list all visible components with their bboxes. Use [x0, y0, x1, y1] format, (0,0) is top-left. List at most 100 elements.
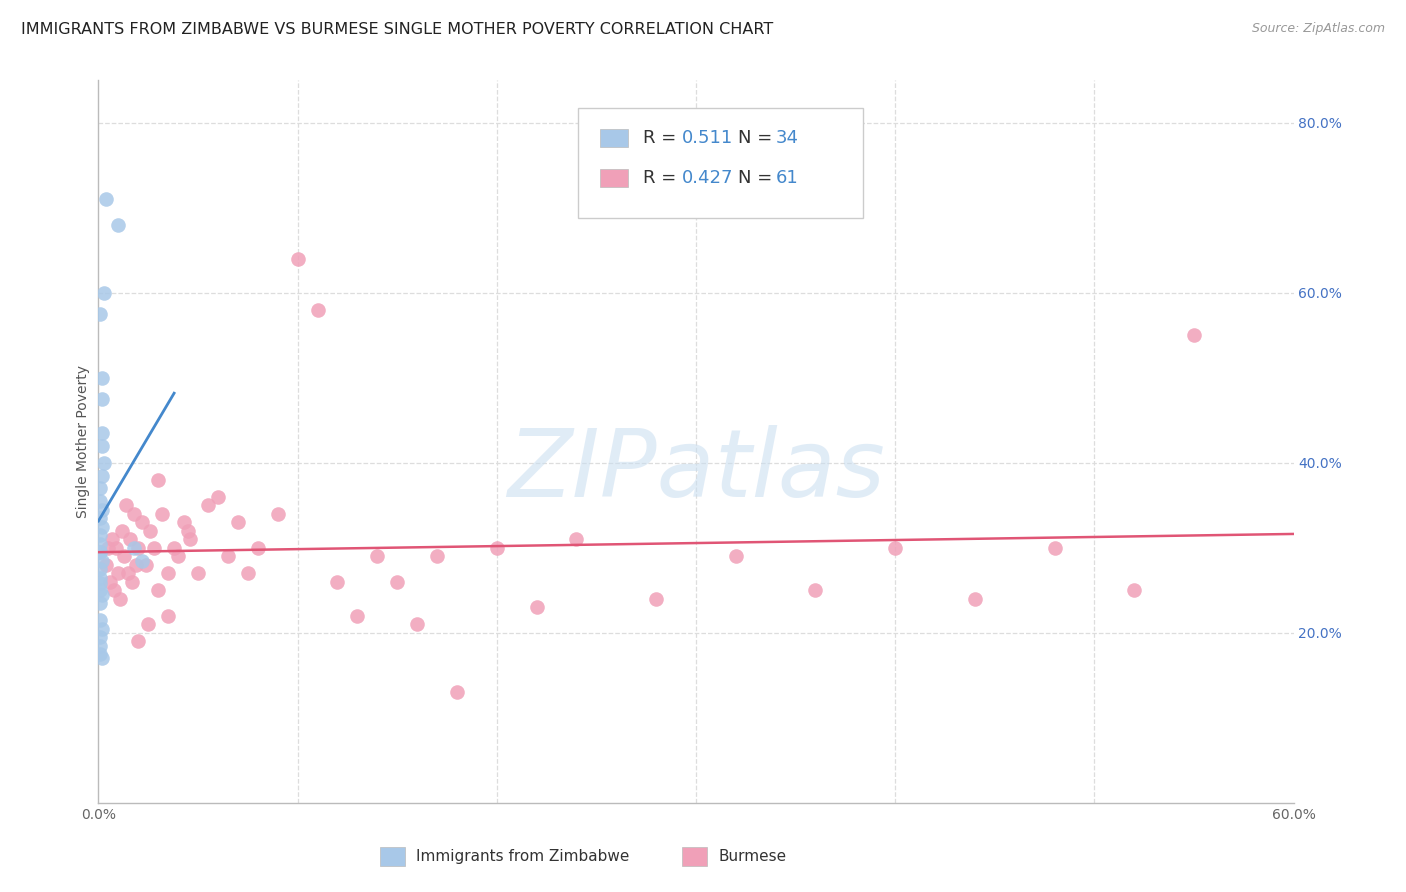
Point — [89, 481, 111, 495]
Point — [426, 549, 449, 564]
Point — [91, 553, 114, 567]
Point — [127, 634, 149, 648]
Point — [91, 588, 114, 602]
Point — [131, 516, 153, 530]
Text: Source: ZipAtlas.com: Source: ZipAtlas.com — [1251, 22, 1385, 36]
Point — [89, 570, 111, 584]
Point — [89, 545, 111, 559]
Text: ZIPatlas: ZIPatlas — [508, 425, 884, 516]
Text: 0.427: 0.427 — [682, 169, 734, 187]
Point — [135, 558, 157, 572]
Point — [89, 639, 111, 653]
Point — [111, 524, 134, 538]
Point — [115, 498, 138, 512]
Point — [187, 566, 209, 581]
Point — [89, 576, 111, 591]
Point — [110, 591, 132, 606]
Point — [98, 574, 122, 589]
Point — [884, 541, 907, 555]
Point — [91, 502, 114, 516]
Point — [307, 302, 329, 317]
Point — [89, 511, 111, 525]
Point — [163, 541, 186, 555]
Point — [89, 494, 111, 508]
Text: Immigrants from Zimbabwe: Immigrants from Zimbabwe — [416, 849, 630, 863]
Point — [91, 468, 114, 483]
Point — [346, 608, 368, 623]
Point — [197, 498, 219, 512]
Point — [89, 596, 111, 610]
Point — [173, 516, 195, 530]
Text: IMMIGRANTS FROM ZIMBABWE VS BURMESE SINGLE MOTHER POVERTY CORRELATION CHART: IMMIGRANTS FROM ZIMBABWE VS BURMESE SING… — [21, 22, 773, 37]
Point — [366, 549, 388, 564]
Point — [91, 371, 114, 385]
Point — [446, 685, 468, 699]
Text: 34: 34 — [776, 129, 799, 147]
Point — [148, 583, 170, 598]
Point — [645, 591, 668, 606]
Text: Burmese: Burmese — [718, 849, 786, 863]
Point — [91, 622, 114, 636]
Point — [179, 533, 201, 547]
Text: N =: N = — [738, 169, 778, 187]
Point — [89, 583, 111, 598]
Point — [150, 507, 173, 521]
Point — [127, 541, 149, 555]
Text: N =: N = — [738, 129, 778, 147]
Point — [1043, 541, 1066, 555]
Point — [89, 613, 111, 627]
Point — [121, 574, 143, 589]
Point — [89, 307, 111, 321]
Point — [131, 553, 153, 567]
Point — [207, 490, 229, 504]
Text: 0.511: 0.511 — [682, 129, 733, 147]
Y-axis label: Single Mother Poverty: Single Mother Poverty — [76, 365, 90, 518]
Point — [136, 617, 159, 632]
Point — [217, 549, 239, 564]
Point — [112, 549, 135, 564]
Point — [117, 566, 139, 581]
Point — [1182, 328, 1205, 343]
Point — [91, 392, 114, 406]
Point — [565, 533, 588, 547]
Point — [91, 651, 114, 665]
Point — [91, 519, 114, 533]
Point — [96, 558, 118, 572]
Point — [287, 252, 309, 266]
Point — [1123, 583, 1146, 598]
Point — [526, 600, 548, 615]
Point — [125, 558, 148, 572]
Point — [157, 608, 180, 623]
Point — [124, 541, 146, 555]
Point — [385, 574, 409, 589]
Point — [97, 541, 120, 555]
Point — [143, 541, 166, 555]
Point — [89, 630, 111, 644]
Point — [107, 566, 129, 581]
Point — [124, 507, 146, 521]
Point — [101, 533, 124, 547]
Point — [89, 536, 111, 550]
Text: R =: R = — [643, 169, 682, 187]
Point — [485, 541, 508, 555]
Point — [139, 524, 162, 538]
Point — [93, 456, 115, 470]
Point — [406, 617, 429, 632]
Point — [103, 583, 125, 598]
Point — [326, 574, 349, 589]
Point — [148, 473, 170, 487]
Point — [89, 647, 111, 661]
Point — [120, 533, 142, 547]
Point — [267, 507, 290, 521]
Point — [804, 583, 827, 598]
Point — [246, 541, 269, 555]
Point — [724, 549, 747, 564]
Point — [236, 566, 259, 581]
Point — [107, 218, 129, 232]
Point — [167, 549, 190, 564]
Point — [105, 541, 128, 555]
Point — [177, 524, 200, 538]
Point — [226, 516, 249, 530]
Point — [91, 439, 114, 453]
Point — [89, 528, 111, 542]
